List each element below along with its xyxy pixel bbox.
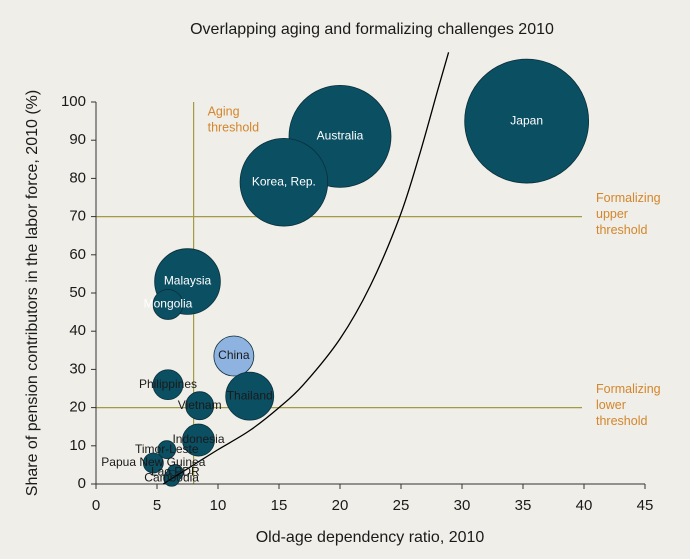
- bubble: [182, 423, 215, 457]
- y-tick-label: 80: [69, 169, 86, 186]
- bubble-label: China: [218, 348, 250, 362]
- bubble-label: Mongolia: [144, 297, 193, 311]
- bubble: [239, 138, 329, 227]
- bubble-label: Vietnam: [178, 398, 222, 412]
- x-tick-label: 30: [454, 497, 471, 514]
- bubble-label: Indonesia: [172, 432, 224, 446]
- x-tick-label: 0: [92, 497, 100, 514]
- bubble-label: Japan: [510, 113, 543, 127]
- threshold-label: Aging: [208, 104, 240, 118]
- threshold-label: threshold: [596, 414, 647, 428]
- y-tick-label: 50: [69, 284, 86, 301]
- threshold-label: threshold: [208, 120, 259, 134]
- bubble: [142, 452, 164, 474]
- x-tick-label: 40: [576, 497, 593, 514]
- y-tick-label: 20: [69, 399, 86, 416]
- bubble-label: Australia: [317, 129, 364, 143]
- threshold-label: Formalizing: [596, 382, 661, 396]
- threshold-label: upper: [596, 207, 628, 221]
- bubble: [185, 391, 215, 421]
- y-tick-label: 30: [69, 360, 86, 377]
- bubble-label: Papua New Guinea: [101, 455, 205, 469]
- bubble-label: Timor-Leste: [135, 442, 199, 456]
- x-tick-label: 20: [332, 497, 349, 514]
- bubble-label: Thailand: [227, 388, 273, 402]
- y-tick-label: 60: [69, 246, 86, 263]
- y-tick-label: 90: [69, 131, 86, 148]
- x-tick-label: 25: [393, 497, 410, 514]
- bubble: [152, 289, 184, 320]
- trend-curve: [162, 52, 450, 485]
- bubble: [213, 335, 255, 377]
- bubble-label: Malaysia: [164, 274, 212, 288]
- bubble: [464, 58, 590, 184]
- y-axis-label: Share of pension contributors in the lab…: [24, 90, 41, 496]
- bubble: [225, 371, 275, 421]
- x-axis-label: Old-age dependency ratio, 2010: [256, 529, 485, 546]
- y-tick-label: 70: [69, 208, 86, 225]
- y-tick-label: 10: [69, 437, 86, 454]
- threshold-label: threshold: [596, 223, 647, 237]
- bubble-label: Cambodia: [144, 470, 199, 484]
- x-tick-label: 5: [153, 497, 161, 514]
- threshold-label: lower: [596, 398, 626, 412]
- chart-title: Overlapping aging and formalizing challe…: [190, 21, 554, 38]
- y-tick-label: 40: [69, 322, 86, 339]
- x-tick-label: 45: [637, 497, 654, 514]
- x-tick-label: 35: [515, 497, 532, 514]
- threshold-label: Formalizing: [596, 191, 661, 205]
- bubble-label: Philippines: [139, 377, 197, 391]
- y-tick-label: 100: [61, 93, 86, 110]
- bubble: [152, 369, 184, 401]
- y-tick-label: 0: [78, 475, 86, 492]
- bubble-label: Korea, Rep.: [252, 174, 316, 188]
- x-tick-label: 10: [210, 497, 227, 514]
- bubble-label: Lao PDR: [151, 465, 200, 479]
- x-tick-label: 15: [271, 497, 288, 514]
- bubble: [157, 440, 177, 459]
